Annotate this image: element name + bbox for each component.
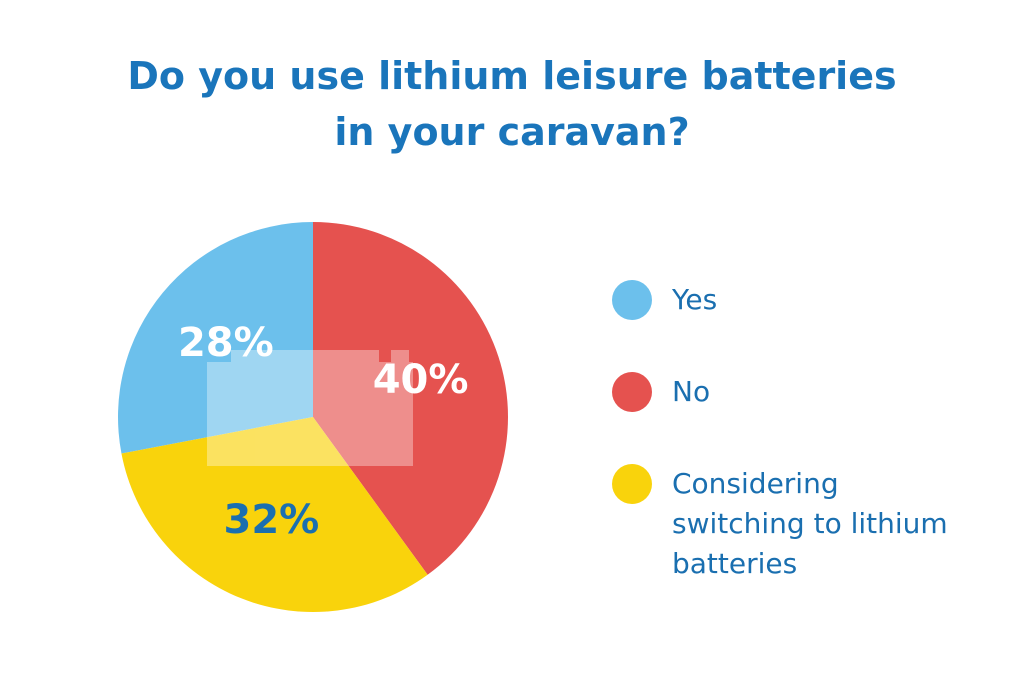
legend-item: Considering switching to lithium batteri… (612, 464, 992, 584)
legend-swatch (612, 372, 652, 412)
data-label: 28% (178, 320, 274, 366)
battery-bolt (285, 370, 335, 455)
legend-item: No (612, 372, 992, 412)
pie-slice (117, 222, 313, 454)
chart-title: Do you use lithium leisure batteries in … (127, 54, 897, 154)
legend-label: No (672, 375, 711, 408)
data-label: 32% (223, 497, 319, 543)
legend-swatch (612, 280, 652, 320)
pie-slice (121, 417, 428, 612)
legend-swatch (612, 464, 652, 504)
battery-body (207, 350, 413, 466)
pie-slice (313, 222, 508, 575)
legend: Yes No Considering switching to lithium ba… (612, 280, 992, 636)
legend-label: Considering switching to lithium batteri… (672, 467, 948, 580)
legend-item: Yes (612, 280, 992, 320)
data-label: 40% (373, 357, 469, 403)
legend-label: Yes (672, 283, 718, 316)
pie-chart: 28% 40% 32% (117, 222, 508, 612)
battery-icon (207, 350, 413, 466)
